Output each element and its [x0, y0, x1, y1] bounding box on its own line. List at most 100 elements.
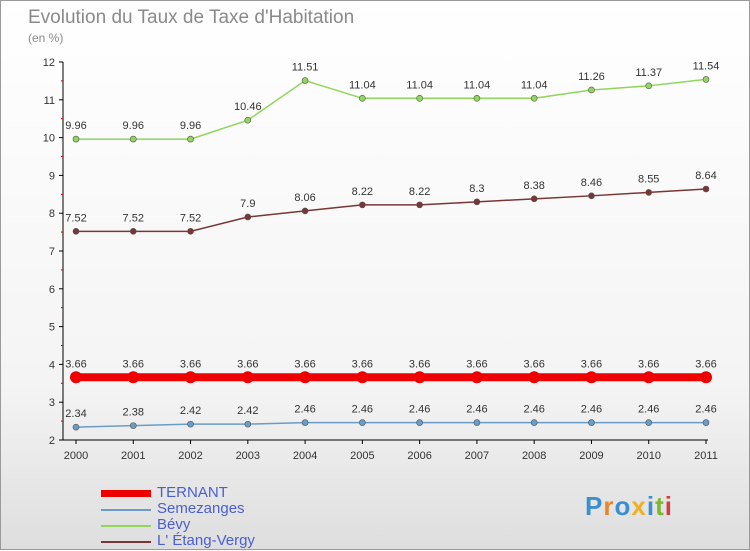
y-tick-label: 9: [49, 170, 55, 182]
data-label-b-vy: 11.04: [406, 79, 433, 91]
data-point-b-vy: [187, 135, 194, 143]
y-tick-label: 7: [49, 246, 55, 258]
data-point-b-vy: [588, 86, 595, 94]
data-point-semezanges: [473, 419, 481, 426]
data-label-semezanges: 2.46: [695, 404, 716, 416]
legend-label: Bévy: [157, 516, 191, 533]
legend-swatch: [101, 509, 151, 511]
x-tick-label: 2009: [579, 450, 603, 462]
data-point-l-tang-vergy: [301, 207, 309, 215]
legend-label: Semezanges: [157, 500, 245, 517]
data-point-semezanges: [416, 419, 423, 426]
data-label-l-tang-vergy: 8.22: [409, 186, 430, 198]
data-label-ternant: 3.66: [466, 358, 487, 370]
data-label-b-vy: 11.04: [464, 79, 491, 91]
data-label-l-tang-vergy: 8.3: [469, 183, 484, 195]
x-tick-label: 2006: [407, 450, 431, 462]
data-point-l-tang-vergy: [588, 192, 595, 200]
data-point-ternant: [642, 371, 655, 384]
legend-label: TERNANT: [157, 484, 228, 501]
series-line-l-tang-vergy: [76, 188, 707, 233]
data-point-b-vy: [702, 76, 710, 83]
data-point-l-tang-vergy: [187, 228, 194, 235]
proxiti-logo: Proxiti: [585, 491, 673, 522]
data-point-b-vy: [416, 94, 423, 102]
data-label-b-vy: 11.37: [635, 67, 662, 79]
data-point-b-vy: [129, 135, 137, 143]
x-tick-label: 2011: [694, 450, 718, 462]
data-point-ternant: [299, 371, 312, 384]
data-label-l-tang-vergy: 7.52: [65, 212, 86, 224]
data-label-l-tang-vergy: 8.55: [638, 173, 659, 185]
data-label-semezanges: 2.46: [638, 404, 659, 416]
data-label-b-vy: 10.46: [234, 101, 262, 113]
data-point-b-vy: [530, 94, 538, 102]
data-point-semezanges: [244, 420, 252, 428]
x-tick-label: 2007: [465, 450, 489, 462]
data-label-ternant: 3.66: [352, 358, 373, 370]
data-point-b-vy: [244, 116, 252, 124]
data-point-semezanges: [301, 419, 309, 426]
logo-letter: t: [655, 491, 665, 521]
data-point-b-vy: [301, 77, 309, 84]
data-point-semezanges: [702, 419, 710, 426]
data-point-semezanges: [187, 420, 194, 428]
x-tick-label: 2010: [636, 450, 660, 462]
data-label-semezanges: 2.46: [294, 404, 315, 416]
data-label-ternant: 3.66: [695, 358, 716, 370]
logo-letter: i: [664, 491, 673, 521]
data-label-b-vy: 9.96: [180, 120, 201, 132]
legend-item-b-vy: Bévy: [101, 516, 301, 533]
data-point-b-vy: [72, 135, 80, 143]
legend-swatch: [101, 541, 151, 543]
data-label-semezanges: 2.46: [581, 404, 602, 416]
data-point-ternant: [585, 371, 598, 384]
data-point-semezanges: [588, 419, 595, 426]
data-label-l-tang-vergy: 8.46: [581, 177, 602, 189]
data-label-semezanges: 2.46: [466, 404, 487, 416]
data-label-b-vy: 9.96: [123, 120, 144, 132]
legend-swatch: [101, 525, 151, 527]
y-tick-label: 4: [49, 359, 55, 371]
data-label-semezanges: 2.42: [180, 405, 201, 417]
data-point-l-tang-vergy: [645, 189, 653, 196]
data-label-ternant: 3.66: [409, 358, 430, 370]
data-point-l-tang-vergy: [244, 213, 252, 221]
logo-letter: x: [631, 491, 647, 521]
data-point-semezanges: [645, 419, 653, 426]
data-label-l-tang-vergy: 8.22: [352, 186, 373, 198]
x-tick-label: 2004: [293, 450, 317, 462]
legend-item-semezanges: Semezanges: [101, 500, 301, 517]
data-point-l-tang-vergy: [72, 228, 80, 235]
y-tick-label: 11: [44, 95, 55, 107]
data-point-l-tang-vergy: [530, 195, 538, 203]
data-label-l-tang-vergy: 7.52: [123, 212, 144, 224]
legend-swatch: [101, 490, 151, 497]
data-point-semezanges: [129, 422, 137, 429]
series-line-semezanges: [75, 421, 706, 428]
data-point-l-tang-vergy: [359, 201, 366, 209]
data-label-b-vy: 11.04: [521, 79, 548, 91]
data-label-ternant: 3.66: [237, 358, 258, 370]
data-point-ternant: [241, 371, 254, 384]
y-tick-label: 5: [49, 322, 55, 334]
data-point-l-tang-vergy: [473, 198, 481, 206]
logo-letter: o: [614, 491, 632, 521]
series-line-b-vy: [76, 78, 707, 140]
data-label-l-tang-vergy: 8.06: [294, 192, 315, 204]
y-tick-label: 3: [49, 397, 55, 409]
x-tick-label: 2000: [64, 450, 88, 462]
data-point-b-vy: [473, 94, 481, 102]
chart-title: Evolution du Taux de Taxe d'Habitation: [28, 7, 355, 28]
data-label-semezanges: 2.42: [237, 405, 258, 417]
x-tick-label: 2005: [350, 450, 374, 462]
data-point-semezanges: [530, 419, 538, 426]
data-label-l-tang-vergy: 7.9: [240, 198, 255, 210]
data-point-ternant: [700, 371, 712, 384]
chart-subtitle: (en %): [28, 31, 64, 45]
data-label-b-vy: 11.04: [349, 79, 376, 91]
data-label-b-vy: 11.54: [693, 60, 720, 72]
data-point-l-tang-vergy: [129, 228, 137, 235]
